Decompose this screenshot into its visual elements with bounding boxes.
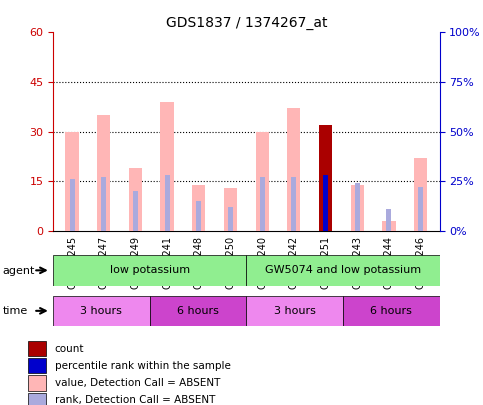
Bar — [418, 187, 423, 231]
Bar — [53, 255, 246, 286]
Text: 3 hours: 3 hours — [274, 306, 315, 316]
Bar — [192, 185, 205, 231]
Text: count: count — [55, 343, 84, 354]
Bar — [386, 209, 391, 231]
Bar — [97, 115, 111, 231]
Bar — [246, 255, 440, 286]
Bar — [196, 201, 201, 231]
Bar — [150, 296, 246, 326]
Text: 6 hours: 6 hours — [370, 306, 412, 316]
Bar — [224, 188, 237, 231]
Text: percentile rank within the sample: percentile rank within the sample — [55, 361, 230, 371]
Bar — [70, 179, 75, 231]
Bar — [165, 175, 170, 231]
Bar — [414, 158, 427, 231]
Bar — [53, 296, 150, 326]
Bar — [355, 183, 360, 231]
Text: rank, Detection Call = ABSENT: rank, Detection Call = ABSENT — [55, 395, 215, 405]
Bar — [343, 296, 440, 326]
Text: 6 hours: 6 hours — [177, 306, 219, 316]
Bar — [28, 392, 46, 405]
Bar — [287, 109, 300, 231]
Bar — [256, 132, 269, 231]
Text: value, Detection Call = ABSENT: value, Detection Call = ABSENT — [55, 378, 220, 388]
Bar — [382, 221, 396, 231]
Bar — [323, 175, 328, 231]
Bar — [228, 207, 233, 231]
Text: low potassium: low potassium — [110, 265, 190, 275]
Bar — [351, 185, 364, 231]
Bar — [133, 191, 138, 231]
Bar — [28, 358, 46, 373]
Text: agent: agent — [2, 266, 35, 275]
Text: GW5074 and low potassium: GW5074 and low potassium — [265, 265, 421, 275]
Bar — [66, 132, 79, 231]
Bar — [28, 375, 46, 390]
Bar — [260, 177, 265, 231]
Text: 3 hours: 3 hours — [81, 306, 122, 316]
Text: time: time — [2, 306, 28, 316]
Bar — [291, 177, 297, 231]
Bar — [319, 125, 332, 231]
Bar — [246, 296, 343, 326]
Bar — [101, 177, 106, 231]
Title: GDS1837 / 1374267_at: GDS1837 / 1374267_at — [166, 16, 327, 30]
Bar — [160, 102, 174, 231]
Bar — [129, 168, 142, 231]
Bar — [28, 341, 46, 356]
